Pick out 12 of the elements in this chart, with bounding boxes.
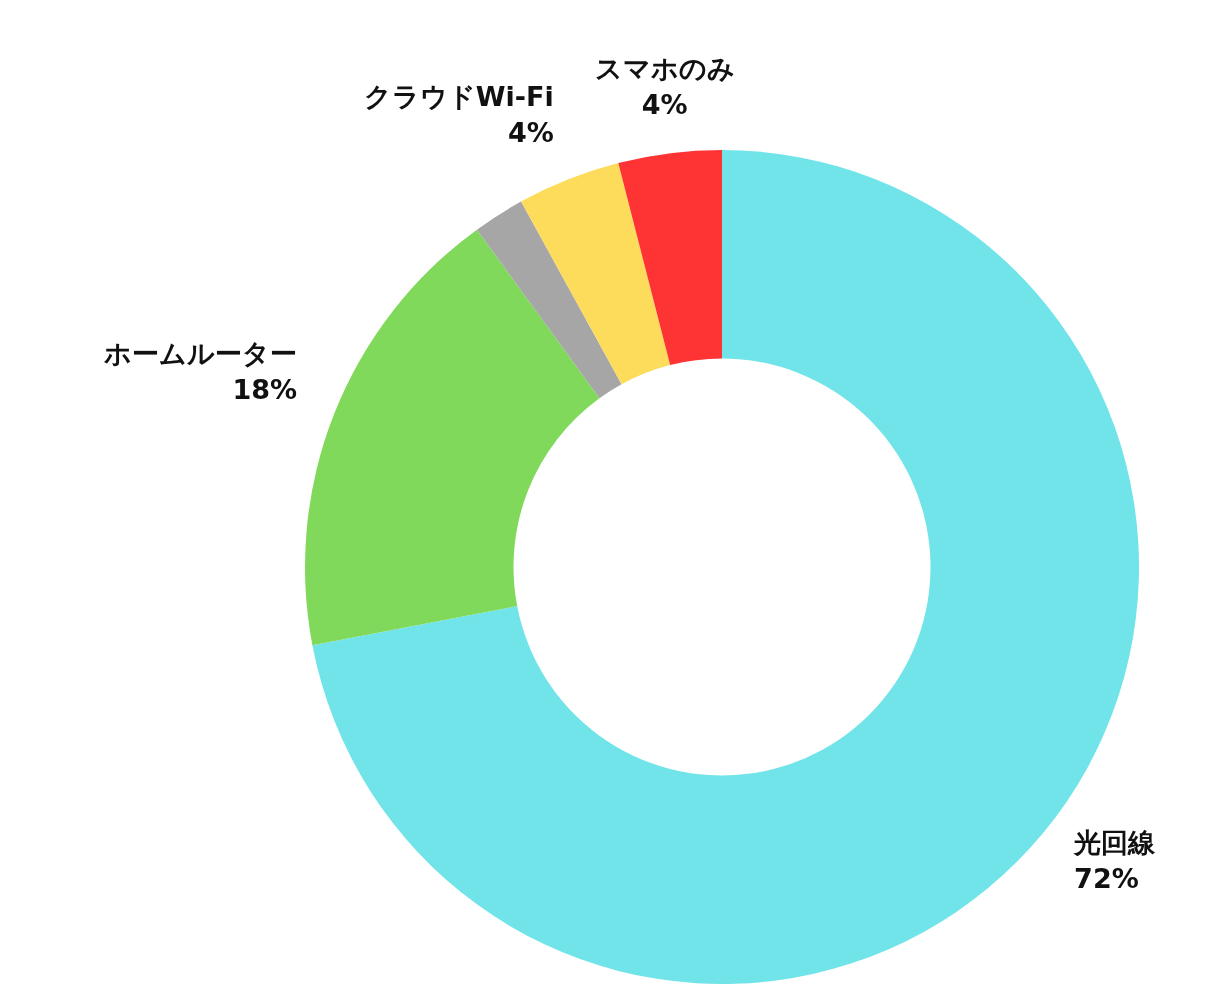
slice-label: 光回線 — [1073, 827, 1157, 859]
data-label: 4% — [641, 88, 688, 120]
slice-label: ホームルーター — [103, 337, 298, 369]
slice-label: スマホのみ — [594, 52, 735, 84]
donut-slice — [618, 150, 722, 366]
donut-slice — [521, 163, 671, 385]
data-label: 18% — [232, 373, 298, 405]
slice-label: クラウドWi-Fi — [363, 81, 554, 113]
donut-slice — [476, 201, 622, 399]
data-label: 72% — [1074, 863, 1139, 895]
donut-slice — [305, 229, 600, 646]
data-label: 4% — [507, 117, 554, 149]
